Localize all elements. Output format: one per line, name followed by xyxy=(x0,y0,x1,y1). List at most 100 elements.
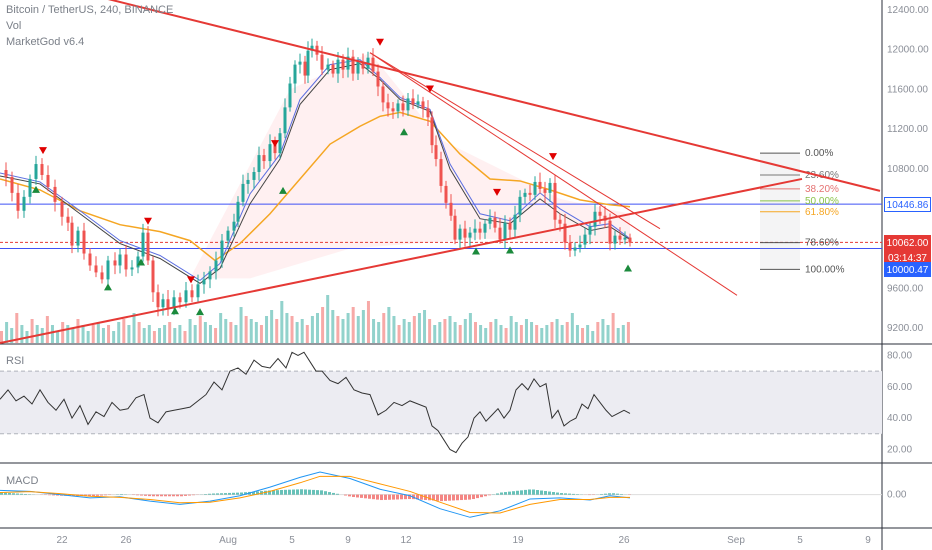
macd-histogram-bar xyxy=(100,494,103,496)
candle-body xyxy=(523,192,527,197)
volume-bar xyxy=(392,316,396,343)
rsi-pane xyxy=(0,351,882,454)
macd-histogram-bar xyxy=(408,494,411,500)
macd-histogram-bar xyxy=(524,489,527,495)
macd-histogram-bar xyxy=(252,491,255,495)
volume-bar xyxy=(361,310,365,343)
candle-body xyxy=(503,222,507,240)
candle-body xyxy=(184,290,188,303)
candle-body xyxy=(146,232,150,261)
volume-bar xyxy=(15,313,19,343)
macd-histogram-bar xyxy=(436,494,439,501)
candle-body xyxy=(214,260,218,272)
candle-body xyxy=(613,235,617,244)
macd-label[interactable]: MACD xyxy=(6,475,39,487)
volume-bar xyxy=(423,310,427,343)
candle-body xyxy=(488,217,492,224)
candle-body xyxy=(46,174,50,187)
candle-body xyxy=(40,164,44,175)
candle-body xyxy=(4,170,8,177)
rsi-tick-label: 20.00 xyxy=(887,444,912,455)
macd-histogram-bar xyxy=(472,494,475,500)
volume-bar xyxy=(453,322,457,343)
candle-body xyxy=(508,222,512,230)
volume-bar xyxy=(575,325,579,343)
buy-marker xyxy=(472,247,480,255)
volume-bar xyxy=(489,322,493,343)
time-tick-label: 12 xyxy=(400,535,412,546)
volume-bar xyxy=(122,319,126,343)
volume-bar xyxy=(438,322,442,343)
macd-histogram-bar xyxy=(348,494,351,497)
price-tick-label: 11600.00 xyxy=(887,84,928,95)
volume-bar xyxy=(193,325,197,343)
macd-histogram-bar xyxy=(416,494,419,500)
volume-bar xyxy=(0,331,3,343)
candle-body xyxy=(421,101,425,109)
volume-bar xyxy=(336,316,340,343)
candle-body xyxy=(226,230,230,241)
macd-histogram-bar xyxy=(192,494,195,496)
fib-label: 100.00% xyxy=(805,264,845,275)
macd-histogram-bar xyxy=(432,494,435,501)
macd-histogram-bar xyxy=(296,489,299,495)
candle-body xyxy=(66,216,70,223)
candle-body xyxy=(426,108,430,118)
buy-marker xyxy=(196,308,204,316)
macd-histogram-bar xyxy=(368,494,371,499)
macd-histogram-bar xyxy=(152,494,155,497)
fib-zone xyxy=(760,153,800,175)
macd-histogram-bar xyxy=(460,494,463,501)
candle-body xyxy=(598,211,602,216)
symbol-legend[interactable]: Bitcoin / TetherUS, 240, BINANCE xyxy=(6,4,174,16)
candle-body xyxy=(473,228,477,233)
macd-histogram-bar xyxy=(224,493,227,495)
price-tick-label: 10800.00 xyxy=(887,164,929,175)
time-tick-label: 5 xyxy=(289,535,295,546)
macd-histogram-bar xyxy=(220,493,223,495)
volume-bar xyxy=(346,313,350,343)
macd-histogram-bar xyxy=(284,489,287,495)
candle-body xyxy=(468,232,472,238)
rsi-band xyxy=(0,371,882,434)
macd-histogram-bar xyxy=(48,494,51,496)
volume-bar xyxy=(163,325,167,343)
macd-histogram-bar xyxy=(600,494,603,495)
volume-bar xyxy=(214,328,218,343)
sell-marker xyxy=(187,276,195,284)
macd-histogram-bar xyxy=(500,492,503,495)
sell-marker xyxy=(271,140,279,148)
macd-histogram-bar xyxy=(352,494,355,498)
candle-body xyxy=(439,159,443,186)
volume-bar xyxy=(188,319,192,343)
candle-body xyxy=(406,98,410,111)
trend-line xyxy=(369,52,661,230)
indicator-legend[interactable]: MarketGod v6.4 xyxy=(6,36,85,48)
candle-body xyxy=(558,219,562,224)
macd-histogram-bar xyxy=(228,492,231,495)
macd-histogram-bar xyxy=(512,491,515,495)
candle-body xyxy=(401,103,405,111)
volume-bar xyxy=(310,316,314,343)
candle-body xyxy=(232,221,236,231)
trend-line xyxy=(369,52,738,296)
volume-bar xyxy=(565,322,569,343)
macd-histogram-bar xyxy=(268,490,271,495)
candle-body xyxy=(268,144,272,162)
volume-bar xyxy=(499,325,503,343)
candle-body xyxy=(351,56,355,74)
volume-legend[interactable]: Vol xyxy=(6,20,22,32)
candle-body xyxy=(341,59,345,70)
candle-body xyxy=(573,247,577,251)
volume-bar xyxy=(76,319,80,343)
macd-histogram-bar xyxy=(336,493,339,495)
candle-body xyxy=(202,279,206,285)
candle-body xyxy=(430,117,434,146)
sell-marker xyxy=(376,38,384,46)
time-tick-label: 22 xyxy=(56,535,68,546)
rsi-label[interactable]: RSI xyxy=(6,355,25,367)
candle-body xyxy=(151,260,155,293)
volume-bar xyxy=(10,328,14,343)
candle-body xyxy=(288,83,292,108)
